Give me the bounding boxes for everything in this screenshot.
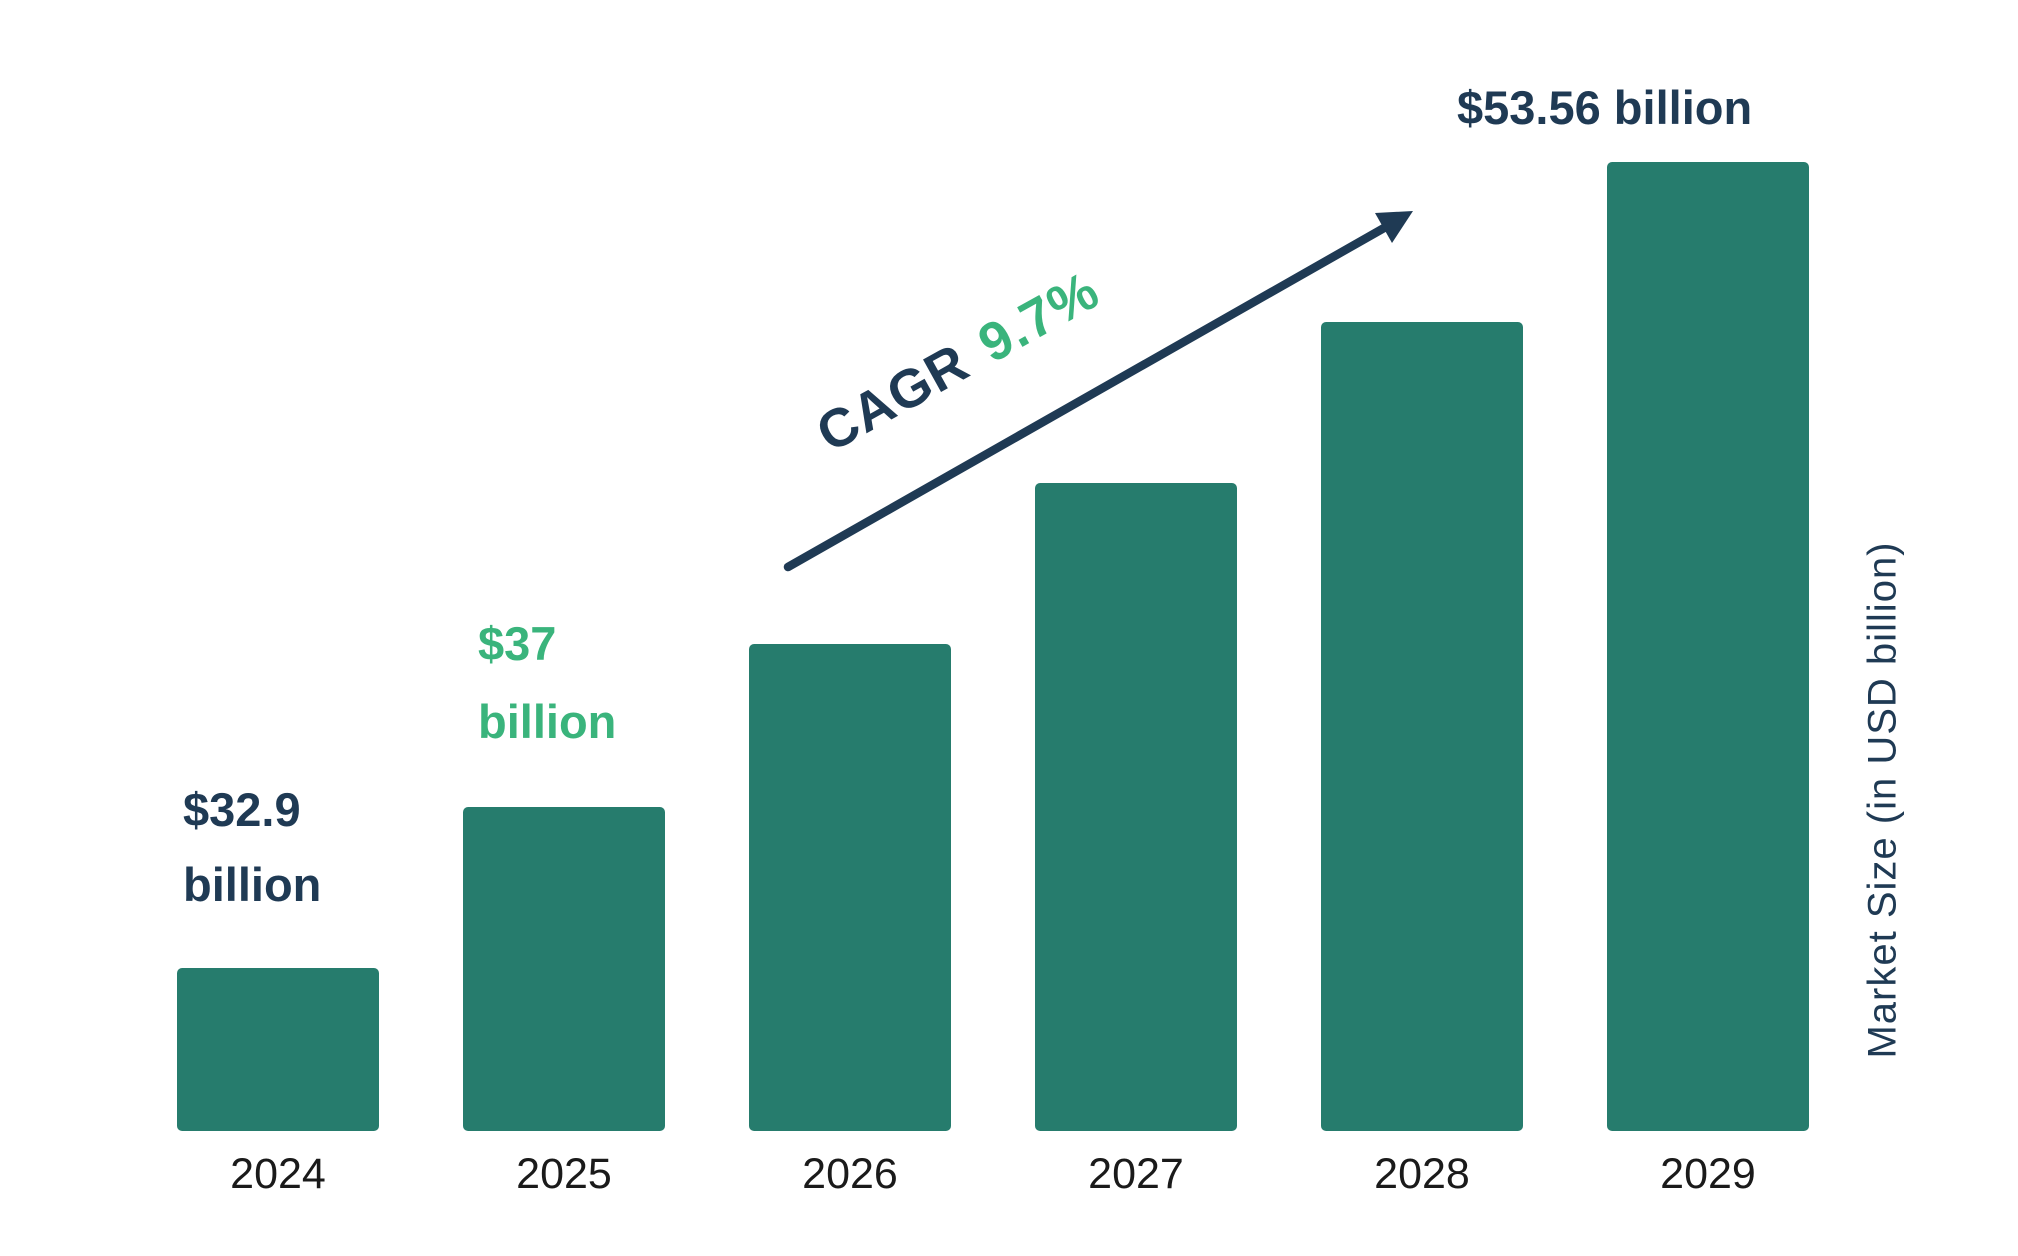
x-tick-2029: 2029 [1660,1150,1756,1198]
x-tick-2026: 2026 [802,1150,898,1198]
bar-2025 [463,807,665,1131]
value-label-2024-line1: $32.9 [183,783,301,836]
x-tick-2027: 2027 [1088,1150,1184,1198]
x-tick-2024: 2024 [230,1150,326,1198]
x-axis-labels: 2024 2025 2026 2027 2028 2029 [177,1150,1809,1198]
bar-2029 [1607,162,1809,1131]
bar-2024 [177,968,379,1131]
bars-group [177,162,1809,1131]
value-label-2025-line1: $37 [478,617,557,670]
bar-2026 [749,644,951,1131]
value-label-2024: $32.9 billion [183,772,321,922]
x-tick-2028: 2028 [1374,1150,1470,1198]
value-label-2029-text: $53.56 billion [1457,81,1753,134]
bar-2027 [1035,483,1237,1131]
value-label-2025: $37 billion [478,605,616,761]
y-axis-title: Market Size (in USD billion) [1860,541,1905,1059]
value-label-2025-line2: billion [478,695,617,748]
bar-2028 [1321,322,1523,1131]
value-label-2024-line2: billion [183,858,322,911]
x-tick-2025: 2025 [516,1150,612,1198]
value-label-2029: $53.56 billion [1457,80,1752,135]
